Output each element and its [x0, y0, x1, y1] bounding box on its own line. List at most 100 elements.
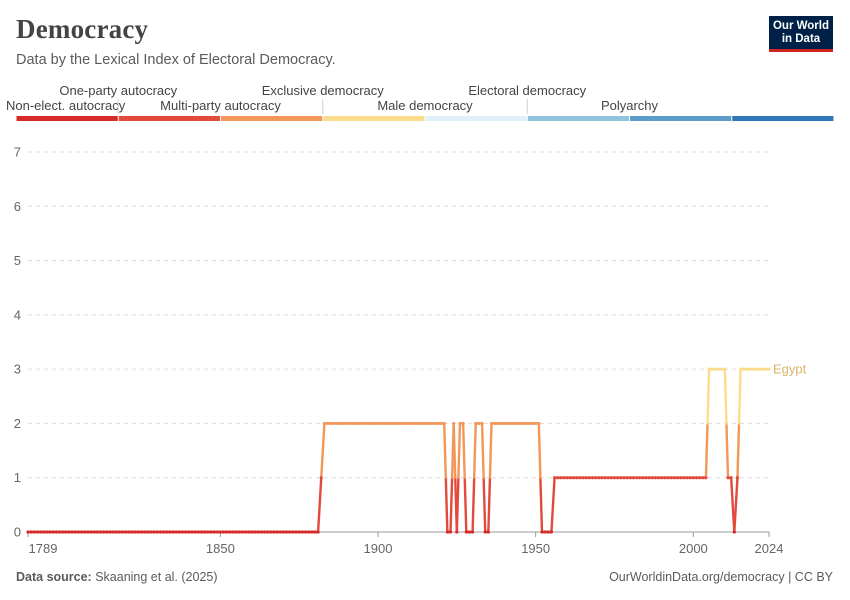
data-point: [489, 421, 494, 426]
data-point: [663, 476, 667, 480]
data-point: [430, 421, 434, 426]
data-point: [136, 530, 140, 534]
x-tick-label: 1850: [206, 541, 235, 556]
data-point: [562, 476, 566, 480]
data-point: [616, 476, 620, 480]
data-point: [228, 530, 232, 534]
series-segment: [733, 476, 739, 534]
data-point: [739, 367, 743, 371]
data-point: [111, 530, 115, 534]
data-point: [666, 476, 670, 480]
data-point: [571, 476, 576, 480]
data-point: [35, 530, 40, 534]
data-point: [543, 530, 547, 534]
data-point: [102, 530, 106, 534]
footer-link[interactable]: OurWorldinData.org/democracy | CC BY: [609, 570, 833, 584]
data-point: [133, 530, 137, 534]
data-point: [603, 476, 607, 480]
data-point: [256, 530, 260, 534]
series-segment: [472, 422, 477, 479]
data-point: [474, 421, 478, 426]
data-source-text[interactable]: Skaaning et al. (2025): [91, 570, 218, 584]
data-point: [29, 530, 33, 534]
data-point: [609, 476, 613, 480]
legend-label: Polyarchy: [601, 98, 659, 113]
series-segment: [482, 476, 487, 534]
data-point: [559, 476, 563, 480]
data-point: [713, 367, 717, 371]
legend-swatch: [221, 116, 323, 121]
series-segment: [488, 422, 493, 479]
data-point: [193, 530, 197, 534]
series-segment: [737, 367, 742, 425]
data-point: [518, 421, 522, 426]
data-point: [534, 421, 538, 426]
data-point: [127, 530, 131, 534]
y-tick-label: 5: [14, 253, 21, 268]
data-point: [530, 421, 535, 426]
legend-label: Electoral democracy: [468, 83, 586, 98]
legend-swatch: [630, 116, 732, 121]
data-point: [382, 421, 386, 426]
data-point: [237, 530, 241, 534]
data-point: [259, 530, 263, 534]
owid-logo[interactable]: Our World in Data: [769, 16, 833, 52]
data-point: [360, 421, 364, 426]
data-point: [108, 530, 112, 534]
data-point: [294, 530, 298, 534]
data-point: [45, 530, 49, 534]
series-segment: [455, 476, 460, 534]
data-point: [436, 421, 440, 426]
data-point: [688, 476, 692, 480]
data-point: [120, 530, 125, 534]
data-point: [278, 530, 282, 534]
series-segment: [443, 422, 447, 479]
data-point: [568, 476, 572, 480]
data-point: [177, 530, 181, 534]
data-point: [376, 421, 380, 426]
series-segment: [471, 476, 476, 534]
legend-swatch: [16, 116, 118, 121]
data-point: [310, 530, 314, 534]
data-point: [366, 421, 371, 426]
legend-swatch: [732, 116, 834, 121]
data-point: [243, 530, 248, 534]
data-point: [480, 421, 484, 426]
series-segment: [706, 367, 711, 425]
data-point: [51, 530, 55, 534]
data-point: [26, 530, 30, 534]
chart-title: Democracy: [16, 14, 149, 44]
data-point: [729, 476, 733, 480]
data-point: [117, 530, 122, 534]
series-segment: [487, 476, 492, 534]
data-point: [679, 476, 683, 480]
data-point: [316, 530, 320, 534]
data-point: [348, 421, 352, 426]
data-point: [455, 530, 459, 534]
legend-swatch: [425, 116, 527, 121]
data-point: [508, 421, 513, 426]
x-tick-label: 1900: [364, 541, 393, 556]
data-point: [606, 476, 610, 480]
data-point: [471, 530, 475, 534]
data-point: [452, 421, 456, 426]
data-point: [57, 530, 62, 534]
data-point: [54, 530, 58, 534]
data-point: [389, 421, 393, 426]
data-point: [600, 476, 604, 480]
data-point: [284, 530, 289, 534]
data-point: [114, 530, 118, 534]
data-point: [499, 421, 503, 426]
data-point: [581, 476, 585, 480]
data-point: [155, 530, 159, 534]
data-point: [660, 476, 664, 480]
series-segment: [461, 422, 466, 479]
legend-swatch: [323, 116, 425, 121]
data-point: [379, 421, 383, 426]
series-segment: [463, 476, 468, 534]
legend-label: Multi-party autocracy: [160, 98, 281, 113]
data-point: [477, 421, 481, 426]
data-point: [549, 530, 554, 534]
data-point: [426, 421, 431, 426]
data-point: [486, 530, 490, 534]
